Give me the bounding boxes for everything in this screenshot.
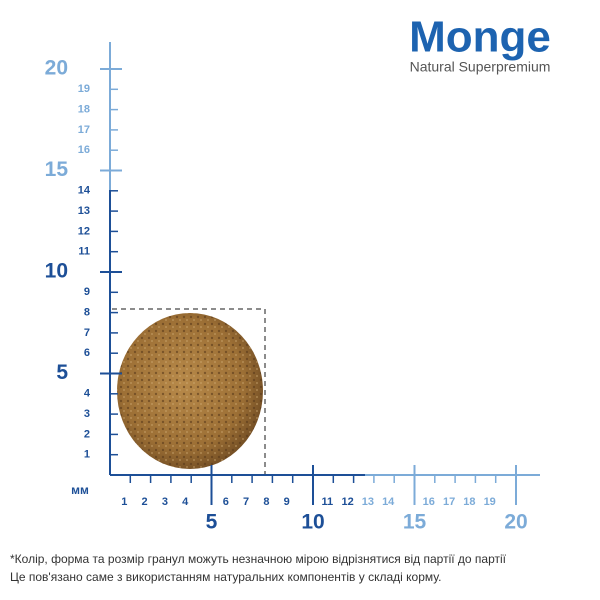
tagline: Natural Superpremium bbox=[410, 59, 551, 75]
v-tick-label: 17 bbox=[78, 124, 90, 136]
v-tick-label: 16 bbox=[78, 144, 90, 156]
v-tick-label: 18 bbox=[78, 104, 90, 116]
v-tick-label: 9 bbox=[84, 286, 90, 298]
v-tick-label: 15 bbox=[45, 158, 69, 181]
v-tick-label: 3 bbox=[84, 408, 90, 420]
h-tick-label: 16 bbox=[423, 496, 435, 508]
h-tick-label: 14 bbox=[382, 496, 395, 508]
v-tick-label: 11 bbox=[78, 246, 90, 258]
v-tick-label: 4 bbox=[84, 388, 91, 400]
v-tick-label: 2 bbox=[84, 428, 90, 440]
v-tick-label: 1 bbox=[84, 449, 90, 461]
v-tick-label: 6 bbox=[84, 347, 90, 359]
v-tick-label: 19 bbox=[78, 83, 90, 95]
h-tick-label: 17 bbox=[443, 496, 455, 508]
v-tick-label: 8 bbox=[84, 307, 90, 319]
v-tick-label: 14 bbox=[78, 185, 91, 197]
h-tick-label: 6 bbox=[223, 496, 229, 508]
unit: мм bbox=[71, 483, 89, 497]
v-tick-label: 5 bbox=[56, 361, 68, 384]
h-tick-label: 1 bbox=[121, 496, 127, 508]
size-box bbox=[112, 308, 266, 475]
h-tick-label: 3 bbox=[162, 496, 168, 508]
h-tick-label: 4 bbox=[182, 496, 189, 508]
h-tick-label: 7 bbox=[243, 496, 249, 508]
h-tick-label: 2 bbox=[142, 496, 148, 508]
h-tick-label: 5 bbox=[206, 511, 218, 534]
h-tick-label: 10 bbox=[301, 511, 324, 534]
kibble bbox=[117, 313, 263, 469]
h-tick-label: 11 bbox=[321, 496, 333, 508]
v-tick-label: 10 bbox=[45, 260, 68, 283]
v-tick-label: 12 bbox=[78, 225, 90, 237]
h-tick-label: 13 bbox=[362, 496, 374, 508]
h-tick-label: 19 bbox=[484, 496, 496, 508]
h-tick-label: 8 bbox=[263, 496, 269, 508]
v-tick-label: 13 bbox=[78, 205, 90, 217]
h-tick-label: 12 bbox=[341, 496, 353, 508]
footnote: *Колір, форма та розмір гранул можуть не… bbox=[10, 552, 507, 566]
h-tick-label: 20 bbox=[504, 511, 527, 534]
h-tick-label: 18 bbox=[463, 496, 475, 508]
footnote: Це пов'язано саме з використанням натура… bbox=[10, 570, 441, 584]
v-tick-label: 20 bbox=[45, 57, 68, 80]
v-tick-label: 7 bbox=[84, 327, 90, 339]
h-tick-label: 9 bbox=[284, 496, 290, 508]
h-tick-label: 15 bbox=[403, 511, 427, 534]
brand: Monge bbox=[409, 13, 551, 62]
